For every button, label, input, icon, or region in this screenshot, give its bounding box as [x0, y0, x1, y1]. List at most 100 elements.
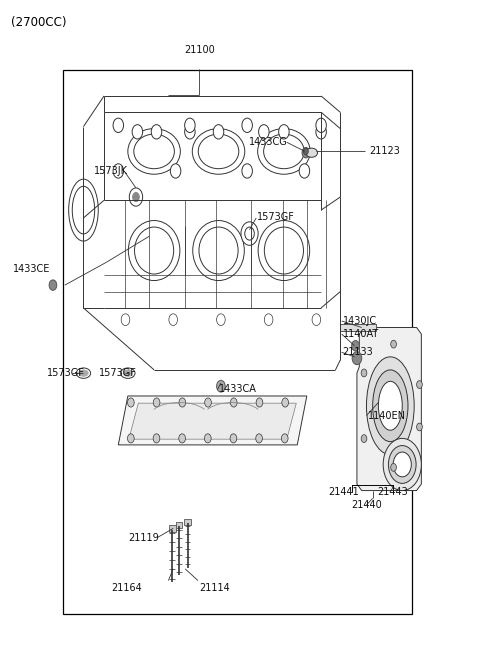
Circle shape — [281, 434, 288, 443]
Ellipse shape — [72, 186, 95, 234]
Ellipse shape — [199, 227, 238, 274]
Circle shape — [230, 434, 237, 443]
Circle shape — [113, 118, 123, 132]
Circle shape — [213, 124, 224, 139]
Circle shape — [417, 381, 422, 388]
Circle shape — [299, 164, 310, 178]
Ellipse shape — [378, 381, 402, 430]
Ellipse shape — [134, 134, 174, 169]
Bar — [176, 522, 182, 529]
Circle shape — [129, 188, 143, 206]
Bar — [340, 324, 376, 331]
Circle shape — [185, 118, 195, 132]
Text: 21123: 21123 — [369, 147, 400, 157]
Circle shape — [264, 314, 273, 326]
Ellipse shape — [193, 221, 244, 280]
Circle shape — [179, 434, 185, 443]
Text: 21440: 21440 — [351, 500, 382, 510]
Circle shape — [303, 148, 308, 155]
Ellipse shape — [198, 134, 239, 169]
Text: 1433CE: 1433CE — [13, 264, 51, 274]
Text: 1573JK: 1573JK — [94, 166, 128, 176]
Circle shape — [216, 381, 225, 392]
Ellipse shape — [69, 179, 98, 241]
Ellipse shape — [393, 452, 411, 477]
Circle shape — [204, 398, 211, 407]
Polygon shape — [118, 396, 307, 445]
Ellipse shape — [120, 368, 135, 379]
Text: 21114: 21114 — [199, 584, 230, 593]
Text: 21443: 21443 — [377, 487, 408, 497]
Circle shape — [230, 398, 237, 407]
Circle shape — [316, 118, 326, 132]
Text: (2700CC): (2700CC) — [11, 16, 66, 29]
Circle shape — [121, 314, 130, 326]
Circle shape — [113, 164, 123, 178]
Ellipse shape — [192, 128, 245, 174]
Circle shape — [279, 124, 289, 139]
Circle shape — [179, 398, 186, 407]
Circle shape — [242, 118, 252, 132]
Circle shape — [256, 398, 263, 407]
Bar — [63, 70, 412, 614]
Circle shape — [169, 314, 178, 326]
Ellipse shape — [76, 368, 91, 379]
Circle shape — [245, 227, 254, 240]
Circle shape — [151, 124, 162, 139]
Circle shape — [302, 147, 310, 158]
Text: 21133: 21133 — [343, 347, 373, 357]
Ellipse shape — [134, 227, 174, 274]
Polygon shape — [357, 328, 421, 491]
Text: 21100: 21100 — [184, 45, 215, 55]
Bar — [169, 525, 176, 532]
Circle shape — [216, 314, 225, 326]
Ellipse shape — [264, 134, 304, 169]
Circle shape — [352, 352, 362, 365]
Text: 21164: 21164 — [111, 584, 142, 593]
Text: 1433CA: 1433CA — [218, 384, 256, 394]
Circle shape — [242, 164, 252, 178]
Circle shape — [153, 434, 160, 443]
Polygon shape — [129, 403, 296, 439]
Circle shape — [361, 369, 367, 377]
Circle shape — [128, 434, 134, 443]
Circle shape — [282, 398, 288, 407]
Text: 21441: 21441 — [329, 487, 360, 497]
Ellipse shape — [388, 445, 416, 483]
Circle shape — [132, 193, 139, 202]
Ellipse shape — [128, 221, 180, 280]
Ellipse shape — [258, 221, 310, 280]
Circle shape — [352, 341, 360, 351]
Text: 1430JC: 1430JC — [343, 316, 377, 326]
Text: 1573GF: 1573GF — [257, 212, 295, 221]
Text: 1573GF: 1573GF — [99, 368, 137, 378]
Ellipse shape — [372, 370, 408, 441]
Ellipse shape — [258, 128, 310, 174]
Circle shape — [316, 124, 326, 139]
Circle shape — [204, 434, 211, 443]
Circle shape — [259, 124, 269, 139]
Circle shape — [417, 423, 422, 431]
Ellipse shape — [366, 357, 414, 455]
Circle shape — [391, 464, 396, 472]
Text: 1140AT: 1140AT — [343, 329, 379, 339]
Circle shape — [49, 280, 57, 290]
Circle shape — [185, 124, 195, 139]
Text: 1573GF: 1573GF — [47, 368, 84, 378]
Text: 1433CG: 1433CG — [249, 137, 288, 147]
Ellipse shape — [264, 227, 303, 274]
Circle shape — [361, 435, 367, 443]
Text: 21119: 21119 — [128, 533, 159, 542]
Circle shape — [256, 434, 263, 443]
Ellipse shape — [123, 370, 132, 377]
Circle shape — [312, 314, 321, 326]
Ellipse shape — [128, 128, 180, 174]
Circle shape — [153, 398, 160, 407]
Circle shape — [170, 164, 181, 178]
Bar — [184, 519, 191, 525]
Circle shape — [241, 222, 258, 246]
Circle shape — [132, 124, 143, 139]
Ellipse shape — [306, 148, 318, 157]
Ellipse shape — [383, 438, 421, 491]
Ellipse shape — [79, 370, 88, 377]
